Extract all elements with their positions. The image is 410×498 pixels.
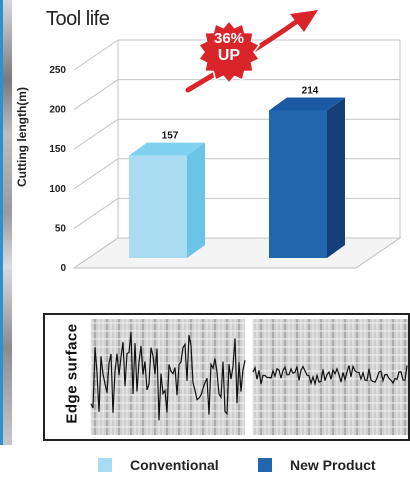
conventional-edge-trace [90, 319, 246, 435]
gridline-side-250 [73, 39, 119, 71]
left-edge-photo [0, 0, 12, 445]
bar-side-conventional [187, 142, 205, 258]
y-axis-label: Cutting length(m) [15, 87, 29, 187]
data-label-new-product: 214 [302, 86, 319, 97]
legend-swatch-new-product [258, 458, 272, 472]
y-tick-label-250: 250 [49, 65, 66, 76]
conventional-trace-line [90, 331, 246, 421]
gridline-side-200 [73, 79, 119, 111]
bar-new-product [269, 110, 327, 259]
bar-side-new-product [327, 97, 345, 259]
starburst-badge-icon [197, 20, 261, 84]
legend-item-new-product: New Product [258, 455, 376, 475]
chart-labels: 0 50 100 150 200 250 157 214 [49, 65, 318, 274]
legend-label-new-product: New Product [290, 457, 376, 473]
new-product-edge-trace [252, 319, 408, 435]
y-tick-label-0: 0 [60, 263, 66, 274]
blue-accent-stripe [0, 0, 3, 445]
y-tick-label-100: 100 [49, 184, 66, 195]
bar-conventional [129, 155, 187, 258]
growth-arrow-head [290, 10, 318, 32]
y-tick-label-150: 150 [49, 144, 66, 155]
data-label-conventional: 157 [162, 131, 179, 142]
gridline-side-0 [73, 237, 119, 269]
legend-label-conventional: Conventional [130, 457, 219, 473]
bar-top-new-product [269, 97, 345, 111]
bar-top-conventional [129, 142, 205, 156]
gridline-side-50 [73, 197, 119, 229]
badge-percent: 36% [213, 30, 245, 47]
chart-floor [72, 237, 402, 269]
gridline-side-150 [73, 118, 119, 150]
edge-surface-traces [90, 319, 408, 435]
chart-title: Tool life [46, 8, 110, 30]
edge-surface-panel: Edge surface [43, 313, 410, 441]
y-tick-label-200: 200 [49, 105, 66, 116]
legend-swatch-conventional [98, 458, 112, 472]
legend-item-conventional: Conventional [98, 455, 219, 475]
new-product-trace-line [252, 364, 408, 387]
y-tick-label-50: 50 [55, 223, 67, 234]
badge-up-text: UP [217, 47, 241, 64]
gridline-side-100 [73, 158, 119, 190]
chart-bars [129, 97, 345, 259]
